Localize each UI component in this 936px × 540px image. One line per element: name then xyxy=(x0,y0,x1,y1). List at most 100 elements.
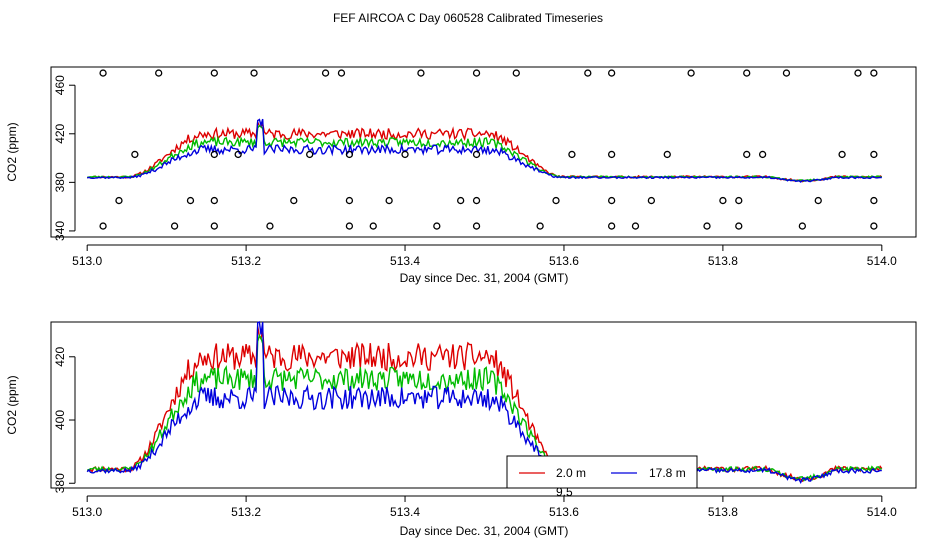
top-point-marker xyxy=(798,222,807,230)
bottom-x-tick-label: 513.6 xyxy=(549,505,579,519)
bottom-x-tick-label: 513.4 xyxy=(390,505,420,519)
top-plot-frame xyxy=(50,66,917,238)
top-y-tick-label: 460 xyxy=(53,75,67,95)
top-point-marker xyxy=(472,150,481,159)
top-point-marker xyxy=(337,69,346,77)
bottom-plot-frame xyxy=(50,321,917,489)
top-series-green xyxy=(87,124,882,183)
top-point-marker xyxy=(472,222,481,230)
top-point-marker xyxy=(512,69,520,77)
top-point-marker xyxy=(115,196,123,205)
top-point-marker xyxy=(870,150,878,159)
top-point-marker xyxy=(290,196,298,205)
legend-label-blue: 17.8 m xyxy=(649,466,686,480)
legend: 2.0 m 17.8 m 9.5 xyxy=(506,455,698,499)
top-point-marker xyxy=(345,150,354,159)
top-x-axis-label: Day since Dec. 31, 2004 (GMT) xyxy=(400,271,569,285)
top-point-marker xyxy=(663,150,671,159)
top-point-marker xyxy=(345,222,354,230)
top-point-marker xyxy=(155,69,163,77)
bottom-y-tick-label: 420 xyxy=(53,346,67,366)
top-point-marker xyxy=(99,222,107,230)
bottom-x-tick-label: 513.0 xyxy=(72,505,102,519)
top-point-marker xyxy=(306,150,314,159)
top-x-tick-label: 513.4 xyxy=(390,254,420,268)
top-y-tick-label: 380 xyxy=(53,172,67,192)
top-point-marker xyxy=(536,222,544,230)
bottom-panel: 513.0 513.2 513.4 513.6 513.8 514.0 380 400 420… xyxy=(5,321,917,538)
figure-title: FEF AIRCOA C Day 060528 Calibrated Times… xyxy=(333,11,603,25)
top-x-tick-label: 513.6 xyxy=(549,254,579,268)
top-point-marker xyxy=(210,150,218,159)
top-point-marker xyxy=(735,222,743,230)
bottom-series-red xyxy=(87,326,883,483)
top-point-marker xyxy=(584,69,592,77)
top-y-tick-label: 420 xyxy=(53,123,67,143)
bottom-series-green xyxy=(86,333,882,482)
top-point-marker xyxy=(210,69,218,77)
top-point-marker xyxy=(131,150,139,159)
bottom-x-tick-label: 513.2 xyxy=(231,505,261,519)
top-point-marker xyxy=(250,69,258,77)
top-point-marker xyxy=(607,69,616,77)
top-point-marker xyxy=(234,150,242,159)
top-x-tick-label: 513.8 xyxy=(708,254,738,268)
top-x-axis: 513.0 513.2 513.4 513.6 513.8 514.0 xyxy=(72,244,897,268)
top-point-marker xyxy=(703,222,711,230)
bottom-x-axis: 513.0 513.2 513.4 513.6 513.8 514.0 xyxy=(72,495,897,519)
top-point-marker xyxy=(735,196,743,205)
top-point-marker xyxy=(607,222,616,230)
bottom-x-axis-label: Day since Dec. 31, 2004 (GMT) xyxy=(400,524,569,538)
top-point-marker xyxy=(186,196,195,205)
bottom-y-tick-label: 400 xyxy=(53,410,67,430)
top-point-marker xyxy=(210,222,218,230)
top-point-marker xyxy=(631,222,640,230)
top-point-marker xyxy=(457,196,465,205)
top-point-marker xyxy=(870,69,878,77)
top-point-marker xyxy=(838,150,846,159)
top-point-marker xyxy=(687,69,695,77)
legend-label-partial: 9.5 xyxy=(556,485,573,499)
bottom-plot-area xyxy=(86,321,883,484)
bottom-y-tick-label: 380 xyxy=(53,473,67,493)
bottom-x-tick-label: 514.0 xyxy=(867,505,897,519)
legend-box xyxy=(506,455,698,489)
top-point-marker xyxy=(647,196,656,205)
top-point-marker xyxy=(607,150,616,159)
bottom-series-blue xyxy=(86,321,882,484)
top-point-marker xyxy=(870,222,878,230)
top-point-marker xyxy=(433,222,441,230)
top-point-marker xyxy=(170,222,179,230)
top-point-marker xyxy=(758,150,767,159)
top-point-marker xyxy=(210,196,218,205)
top-point-marker xyxy=(417,69,425,77)
top-series-blue xyxy=(86,118,882,183)
top-panel: 513.0 513.2 513.4 513.6 513.8 514.0 340 380 420… xyxy=(5,66,917,285)
top-point-marker xyxy=(385,196,393,205)
top-point-marker xyxy=(743,69,751,77)
bottom-y-axis: 380 400 420 xyxy=(53,346,76,493)
top-point-marker xyxy=(552,196,560,205)
top-y-tick-label: 340 xyxy=(53,221,67,241)
bottom-y-axis-label: CO2 (ppm) xyxy=(5,375,19,434)
top-point-marker xyxy=(369,222,377,230)
legend-label-red: 2.0 m xyxy=(556,466,586,480)
top-point-marker xyxy=(743,150,751,159)
top-point-marker xyxy=(607,196,616,205)
top-point-marker xyxy=(472,196,481,205)
top-x-tick-label: 513.2 xyxy=(231,254,261,268)
top-y-axis: 340 380 420 460 xyxy=(53,75,76,241)
top-point-marker xyxy=(568,150,576,159)
top-point-marker xyxy=(99,69,107,77)
bottom-x-tick-label: 513.8 xyxy=(708,505,738,519)
top-point-marker xyxy=(401,150,409,159)
top-plot-area xyxy=(86,69,883,230)
top-point-marker xyxy=(782,69,791,77)
top-x-tick-label: 513.0 xyxy=(72,254,102,268)
top-point-marker xyxy=(814,196,822,205)
top-point-marker xyxy=(266,222,274,230)
top-point-marker xyxy=(345,196,354,205)
top-point-marker xyxy=(719,196,727,205)
top-y-axis-label: CO2 (ppm) xyxy=(5,122,19,181)
